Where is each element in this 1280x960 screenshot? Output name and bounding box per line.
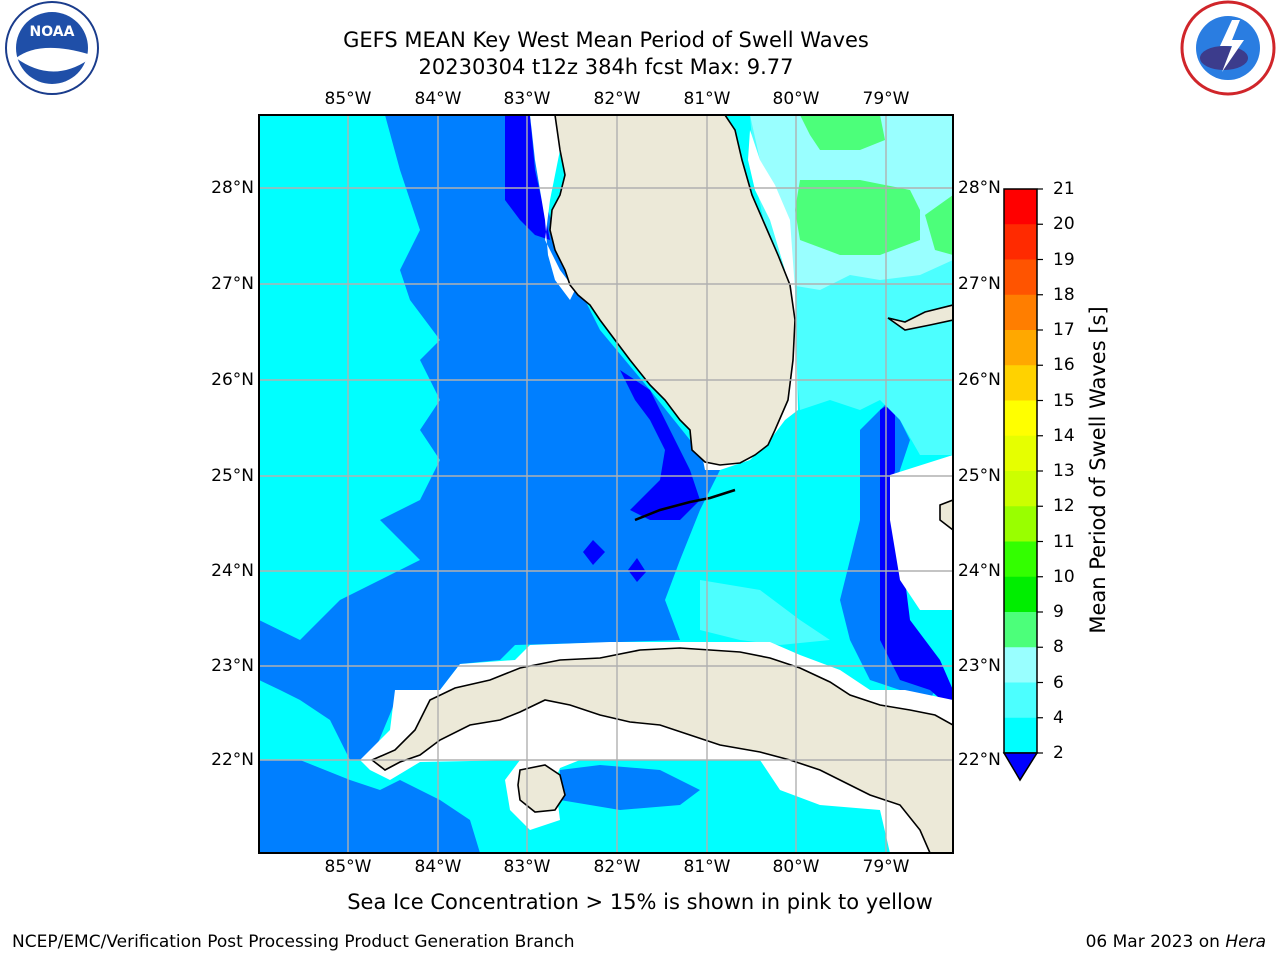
swell-field-9-10s — [800, 115, 885, 150]
colorbar-tick-label: 19 — [1053, 249, 1075, 270]
colorbar-band — [1004, 330, 1037, 366]
chart-subtitle: 20230304 t12z 384h fcst Max: 9.77 — [418, 55, 794, 79]
map-frame — [258, 114, 954, 854]
colorbar-band — [1004, 435, 1037, 472]
lon-label-top: 81°W — [683, 89, 731, 109]
lon-label-top: 84°W — [414, 89, 462, 109]
noaa-logo: NOAA — [5, 1, 99, 95]
colorbar — [1004, 188, 1043, 754]
colorbar-tick-label: 4 — [1053, 707, 1064, 728]
colorbar-tick-label: 6 — [1053, 672, 1064, 693]
lon-label-bottom: 81°W — [683, 857, 731, 877]
lon-label-bottom: 83°W — [503, 857, 551, 877]
colorbar-tick-label: 17 — [1053, 320, 1075, 340]
colorbar-tick-label: 16 — [1053, 355, 1075, 376]
lat-label-left: 28°N — [211, 178, 254, 198]
lat-label-right: 24°N — [958, 561, 1001, 581]
lat-label-right: 26°N — [958, 370, 1001, 390]
lat-label-left: 22°N — [211, 750, 254, 770]
colorbar-band — [1004, 365, 1037, 401]
cuba-land — [370, 647, 953, 853]
florida-land — [549, 115, 796, 466]
swell-field-9-10s-b — [795, 180, 920, 255]
colorbar-tick-label: 18 — [1053, 284, 1075, 305]
swell-field-below-2s-keys — [620, 370, 700, 520]
colorbar-tick-label: 9 — [1053, 602, 1064, 622]
swell-field-2-4s — [259, 115, 720, 760]
lon-label-top: 83°W — [503, 89, 551, 109]
andros-land — [939, 499, 953, 532]
lon-label-bottom: 85°W — [324, 857, 372, 877]
colorbar-extend-arrow — [1002, 752, 1039, 782]
colorbar-tick-label: 10 — [1053, 566, 1075, 587]
lon-label-bottom: 84°W — [414, 857, 462, 877]
isla-juventud-land — [517, 764, 566, 813]
lon-label-top: 85°W — [324, 89, 372, 109]
colorbar-band — [1004, 506, 1037, 542]
lat-label-right: 28°N — [958, 178, 1001, 198]
colorbar-tick-label: 15 — [1053, 390, 1075, 411]
lon-label-top: 80°W — [772, 89, 820, 109]
lat-label-left: 23°N — [211, 656, 254, 676]
lon-label-bottom: 79°W — [862, 857, 910, 877]
colorbar-tick-label: 8 — [1053, 637, 1064, 658]
colorbar-band — [1004, 541, 1037, 578]
sea-ice-note: Sea Ice Concentration > 15% is shown in … — [347, 890, 933, 914]
lat-label-right: 27°N — [958, 274, 1001, 294]
footer-host: Hera — [1225, 932, 1266, 952]
colorbar-band — [1004, 612, 1037, 648]
colorbar-tick-label: 20 — [1053, 214, 1075, 235]
lat-label-left: 26°N — [211, 370, 254, 390]
swell-spot — [583, 540, 605, 565]
lon-label-bottom: 80°W — [772, 857, 820, 877]
swell-spot — [628, 558, 646, 582]
colorbar-band — [1004, 471, 1037, 507]
swell-field-below-2s-east — [880, 400, 953, 710]
colorbar-tick-label: 12 — [1053, 496, 1075, 517]
nws-logo — [1180, 0, 1276, 96]
lat-label-right: 22°N — [958, 750, 1001, 770]
colorbar-band — [1004, 224, 1037, 260]
swell-field-2-4s-east — [840, 400, 940, 700]
lon-label-top: 79°W — [862, 89, 910, 109]
colorbar-tick-label: 11 — [1053, 531, 1075, 552]
colorbar-band — [1004, 400, 1037, 437]
lat-label-right: 23°N — [958, 656, 1001, 676]
colorbar-tick-label: 21 — [1053, 179, 1075, 199]
colorbar-band — [1004, 259, 1037, 296]
colorbar-band — [1004, 682, 1037, 719]
swell-field-2-4s-south — [259, 760, 480, 853]
colorbar-band — [1004, 647, 1037, 683]
colorbar-band — [1004, 294, 1037, 331]
lon-label-top: 82°W — [593, 89, 641, 109]
swell-field-6-8s-straits — [700, 580, 830, 645]
graticule — [259, 115, 953, 853]
noaa-logo-text: NOAA — [30, 24, 75, 40]
colorbar-band — [1004, 189, 1037, 225]
lon-label-bottom: 82°W — [593, 857, 641, 877]
chart-title: GEFS MEAN Key West Mean Period of Swell … — [343, 28, 869, 52]
colorbar-label: Mean Period of Swell Waves [s] — [1086, 306, 1110, 634]
florida-keys — [634, 488, 736, 522]
colorbar-tick-label: 14 — [1053, 425, 1075, 446]
map-plot-area — [259, 115, 953, 853]
swell-field-9-10s-c — [925, 195, 953, 255]
swell-field-2-4s-straits — [560, 765, 700, 810]
lat-label-left: 24°N — [211, 561, 254, 581]
lat-label-left: 27°N — [211, 274, 254, 294]
lat-label-left: 25°N — [211, 466, 254, 486]
colorbar-band — [1004, 717, 1037, 754]
colorbar-tick-label: 13 — [1053, 461, 1075, 481]
footer-date-text: 06 Mar 2023 on — [1085, 932, 1226, 952]
colorbar-tick-label: 2 — [1053, 743, 1064, 763]
lat-label-right: 25°N — [958, 466, 1001, 486]
colorbar-band — [1004, 576, 1037, 613]
footer-credit: NCEP/EMC/Verification Post Processing Pr… — [12, 932, 575, 952]
bahamas-land — [887, 304, 953, 331]
mask-white — [530, 115, 575, 300]
footer-date: 06 Mar 2023 on Hera — [1086, 932, 1266, 952]
